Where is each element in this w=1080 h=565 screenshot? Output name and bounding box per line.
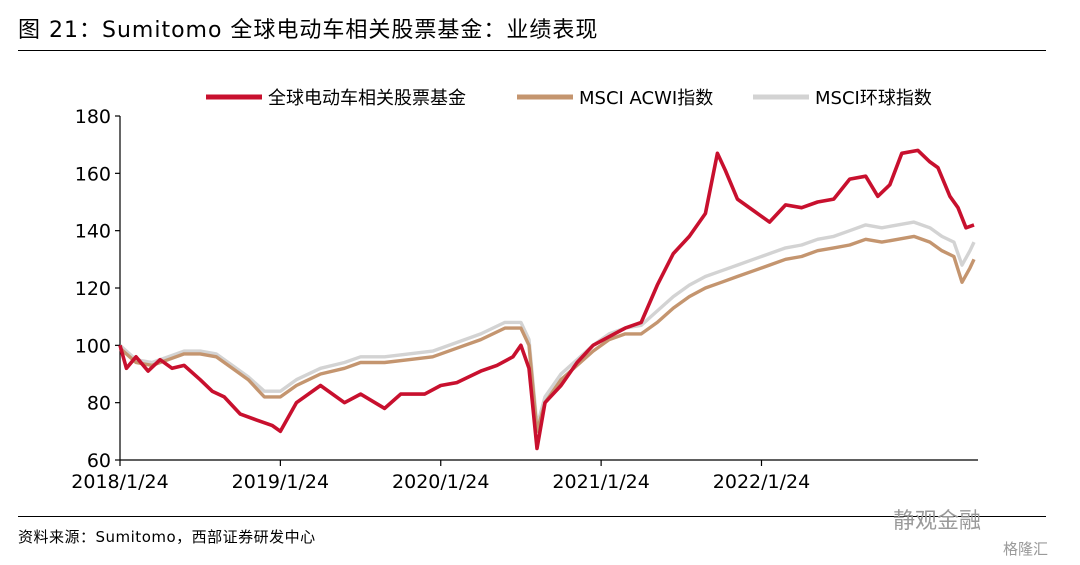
source-rule [18,516,1046,517]
x-tick-label: 2021/1/24 [552,471,649,493]
x-tick-label: 2022/1/24 [713,471,810,493]
source-note: 资料来源：Sumitomo，西部证券研发中心 [18,528,316,546]
series-line-0 [118,148,975,451]
y-tick-label: 180 [75,106,111,128]
watermark-logo: 静观金融 [893,509,982,534]
figure-title: 图 21：Sumitomo 全球电动车相关股票基金：业绩表现 [18,18,599,43]
y-tick-label: 100 [75,335,111,357]
x-tick-label: 2019/1/24 [232,471,329,493]
x-tick-label: 2020/1/24 [392,471,489,493]
legend-label-1: MSCI ACWI指数 [579,88,713,109]
y-tick-label: 80 [87,393,111,415]
title-rule [18,50,1046,51]
y-tick-label: 140 [75,221,111,243]
legend: 全球电动车相关股票基金 MSCI ACWI指数 MSCI环球指数 [206,88,932,109]
plot-area [118,148,976,451]
y-tick-label: 60 [87,450,111,472]
watermark-logo-2: 格隆汇 [1003,540,1049,558]
x-tick-label: 2018/1/24 [71,471,168,493]
axes: 60 80 100 120 140 160 180 2018/1/24 2019/1/24 202… [71,106,978,493]
series-line-2 [118,220,976,428]
y-tick-label: 160 [75,163,111,185]
legend-label-0: 全球电动车相关股票基金 [268,88,466,109]
series-line-1 [118,234,976,433]
y-tick-label: 120 [75,278,111,300]
legend-label-2: MSCI环球指数 [815,88,932,109]
